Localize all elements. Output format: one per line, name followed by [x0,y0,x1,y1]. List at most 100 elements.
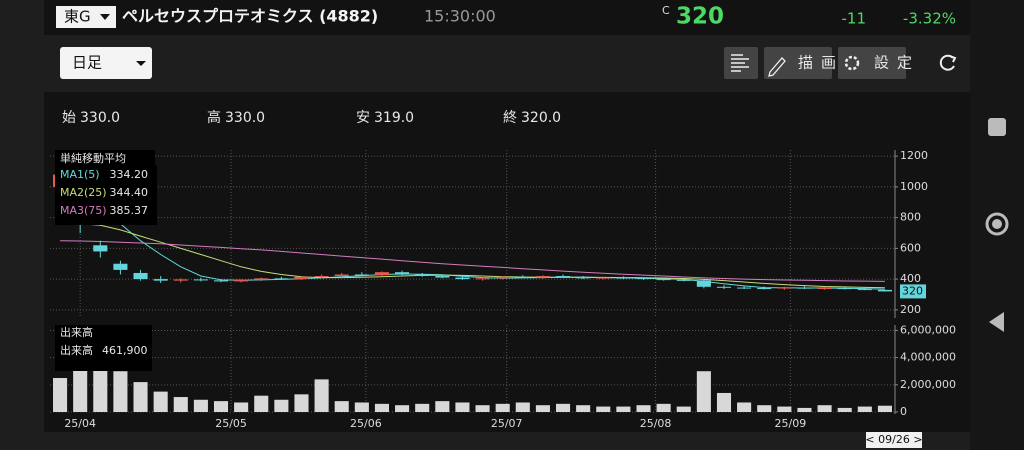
ma-line [60,240,885,282]
volume-bar [153,391,168,412]
y-tick-label: 0 [900,405,907,418]
volume-bar [535,405,550,412]
draw-button[interactable] [764,47,832,79]
y-tick-label: 1000 [900,180,928,193]
candle-body [475,278,490,280]
cursor-date: < 09/26 > [865,433,922,446]
candle-body [354,274,369,276]
candle-body [435,276,450,278]
nav-home[interactable] [985,212,1009,236]
candle-body [294,276,309,280]
legend-value: 334.20 [110,168,149,181]
nav-back[interactable] [989,312,1004,332]
indicator-icon [731,54,749,72]
cursor-date-box [866,432,922,448]
candle-body [656,279,671,281]
volume-bar [314,379,329,412]
ma-line [60,223,885,289]
volume-bar [274,399,289,412]
dropdown-arrow [100,14,110,20]
candle-body [817,288,832,290]
volume-bar [616,406,631,412]
candle-body [113,263,128,270]
period-select[interactable] [60,47,152,79]
candle-body [455,277,470,280]
candle-body [636,277,651,280]
legend-name: MA3(75) [60,204,107,217]
market-select[interactable] [56,6,116,28]
volume-bar [455,402,470,412]
volume-bar [757,405,772,412]
candle-body [234,279,249,282]
legend-title: 出来高 [60,325,93,339]
volume-bar [716,392,732,412]
y-tick-label: 800 [900,211,921,224]
volume-bar [857,406,872,412]
candle-body [153,279,168,281]
legend-title: 単純移動平均 [60,151,126,165]
volume-bar [395,405,410,412]
y-tick-label: 6,000,000 [900,323,956,336]
ohlc-label: 終 [503,110,517,126]
candle-body [877,289,892,292]
legend-box [55,165,157,225]
legend-name: MA1(5) [60,168,100,181]
candle-body [173,279,188,281]
volume-bar [737,402,752,412]
refresh-icon[interactable] [939,54,955,71]
volume-bar [596,406,611,412]
candle-body [415,274,430,277]
candle-body [395,272,410,275]
draw-label: 描画 [798,54,844,72]
volume-bar [495,403,510,412]
ohlc-value: 320.0 [521,110,561,126]
volume-bar [213,401,229,412]
candle-body [334,274,349,277]
x-tick-label: 25/06 [350,417,382,430]
gear-icon [844,55,860,71]
last-price-box [900,284,926,299]
settings-button[interactable] [838,47,906,79]
legend-box [55,325,152,371]
volume-bar [93,357,108,412]
volume-bar [676,406,691,412]
dropdown-arrow [136,61,146,66]
candle-body [555,276,571,278]
settings-label: 設定 [874,54,920,72]
last-price: 320 [902,284,923,297]
period: 日足 [72,54,102,72]
candle-body [515,276,530,278]
ohlc-label: 始 [62,110,76,126]
nav-recent[interactable] [988,118,1006,136]
volume-bar [73,368,88,412]
volume-bar [53,378,68,412]
candle-body [274,278,289,280]
y-tick-label: 4,000,000 [900,351,956,364]
legend-value: 385.37 [110,204,149,217]
candle-body [857,289,872,291]
refresh-arrow [949,55,957,63]
price-prefix: C [662,4,670,17]
volume-bar [837,407,852,412]
volume-bar [576,405,591,412]
candle-body [213,280,229,282]
candle-body [133,272,148,280]
volume-bar [656,403,671,412]
candle-body [616,277,631,279]
candle-body [596,277,611,279]
legend-value: 461,900 [102,344,148,357]
volume-bar [254,395,269,412]
candle-body [716,286,732,288]
volume-bar [435,401,450,412]
candle-body [495,276,510,279]
volume-bar [636,405,651,412]
volume-bar [294,394,309,412]
candle-body [93,245,108,252]
ohlc-value: 330.0 [80,110,120,126]
candle-body [535,276,550,278]
volume-bar [193,399,208,412]
candle-body [193,279,208,281]
